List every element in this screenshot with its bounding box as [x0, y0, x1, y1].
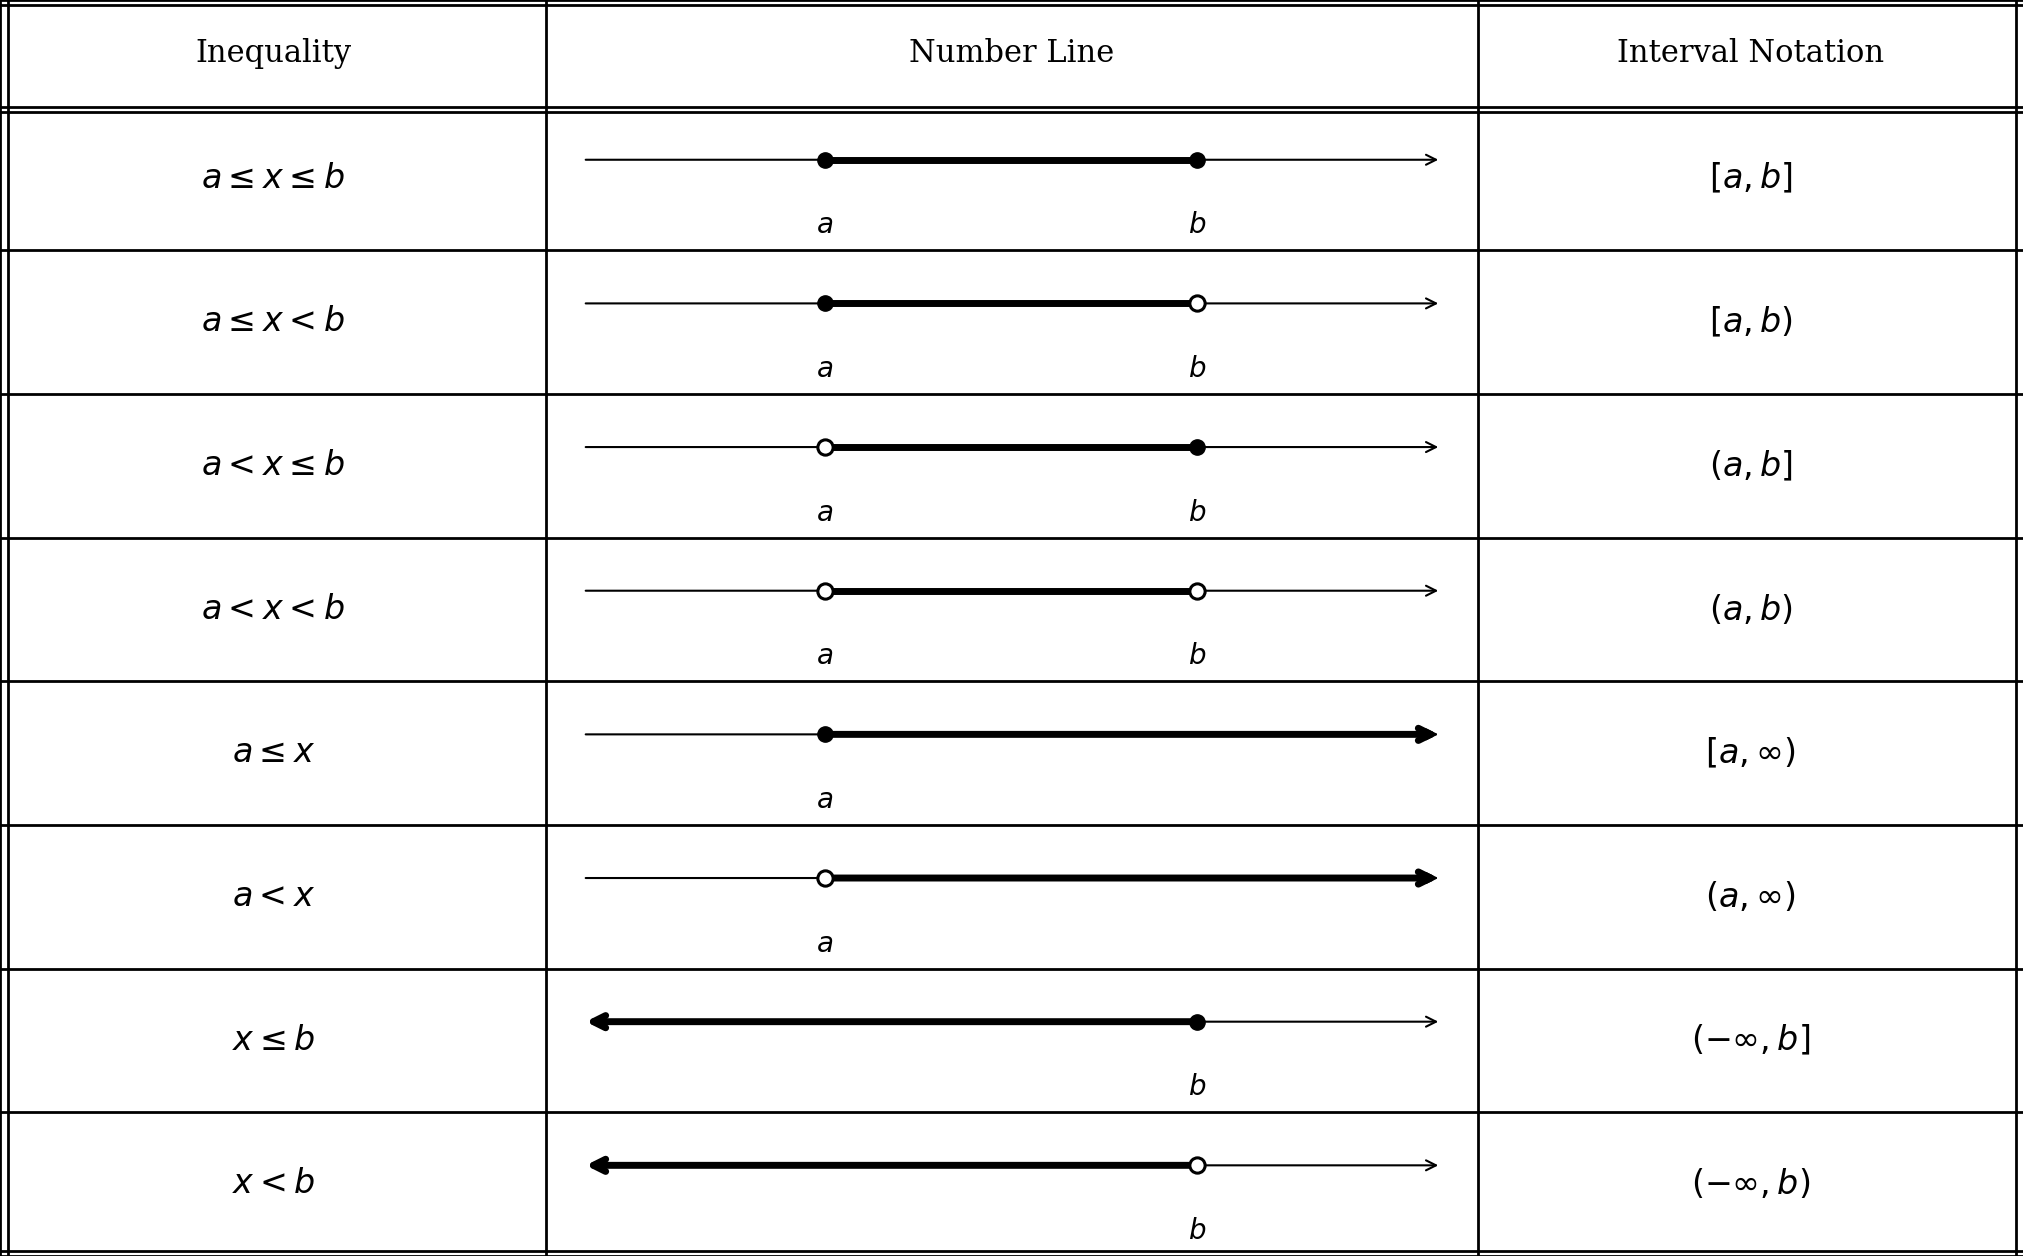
Text: $(a,b]$: $(a,b]$: [1707, 448, 1792, 484]
Text: $b$: $b$: [1188, 1074, 1206, 1102]
Text: $[a,b]$: $[a,b]$: [1707, 162, 1792, 196]
Text: $b$: $b$: [1188, 500, 1206, 526]
Text: $a$: $a$: [815, 500, 833, 526]
Text: $(a,\infty)$: $(a,\infty)$: [1705, 880, 1794, 914]
Text: Interval Notation: Interval Notation: [1616, 38, 1883, 69]
Text: $x < b$: $x < b$: [231, 1168, 316, 1201]
Text: $b$: $b$: [1188, 1218, 1206, 1245]
Text: $a \leq x < b$: $a \leq x < b$: [200, 306, 346, 338]
Text: Inequality: Inequality: [194, 38, 352, 69]
Text: $a \leq x$: $a \leq x$: [231, 737, 316, 769]
Text: $a$: $a$: [815, 931, 833, 958]
Text: $a$: $a$: [815, 788, 833, 814]
Text: $[a,b)$: $[a,b)$: [1707, 305, 1792, 339]
Text: $a < x < b$: $a < x < b$: [200, 594, 346, 625]
Text: $a < x$: $a < x$: [231, 880, 316, 913]
Text: $a$: $a$: [815, 643, 833, 671]
Text: $a$: $a$: [815, 212, 833, 240]
Text: $(a,b)$: $(a,b)$: [1707, 593, 1792, 627]
Text: $(-\infty,b]$: $(-\infty,b]$: [1691, 1024, 1809, 1058]
Text: $a$: $a$: [815, 357, 833, 383]
Text: $b$: $b$: [1188, 643, 1206, 671]
Text: Number Line: Number Line: [908, 38, 1115, 69]
Text: $x \leq b$: $x \leq b$: [231, 1025, 316, 1056]
Text: $(-\infty,b)$: $(-\infty,b)$: [1691, 1167, 1809, 1201]
Text: $b$: $b$: [1188, 357, 1206, 383]
Text: $a < x \leq b$: $a < x \leq b$: [200, 450, 346, 482]
Text: $a \leq x \leq b$: $a \leq x \leq b$: [200, 162, 346, 195]
Text: $b$: $b$: [1188, 212, 1206, 240]
Text: $[a,\infty)$: $[a,\infty)$: [1705, 736, 1794, 770]
